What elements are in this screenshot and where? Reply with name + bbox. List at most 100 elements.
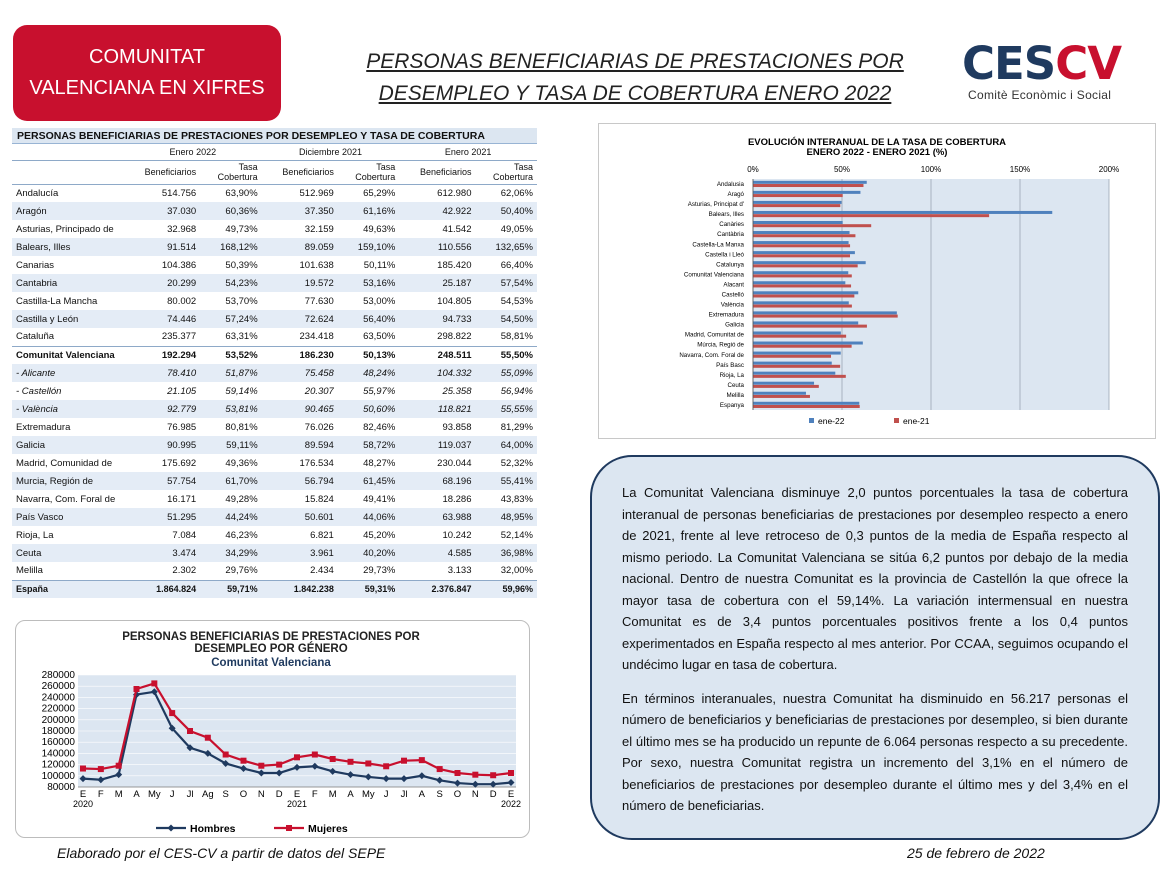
tasa-cell: 44,06%	[337, 508, 400, 526]
category-label: Asturias, Principat d'	[688, 201, 744, 208]
tasa-cell: 59,71%	[200, 579, 262, 598]
badge-line-2: VALENCIANA EN XIFRES	[29, 77, 265, 99]
bar-ene-22	[753, 381, 815, 385]
bar-ene-22	[753, 351, 841, 355]
point-Hombres	[150, 688, 158, 696]
tasa-cell: 59,31%	[337, 579, 400, 598]
tasa-cell: 50,11%	[363, 259, 396, 271]
beneficiarios-cell: 90.465	[261, 400, 338, 418]
y-tick-label: 220000	[42, 704, 76, 715]
table-row: Asturias, Principado de 32.968 49,73% 32.15…	[12, 220, 537, 238]
tasa-cell: 49,36%	[225, 457, 258, 469]
ces-cv-logo: CESCV Comitè Econòmic i Social	[962, 40, 1132, 110]
beneficiarios-cell: 234.418	[299, 331, 334, 343]
y-tick-label: 80000	[47, 782, 75, 793]
beneficiarios-cell: 186.230	[261, 345, 338, 364]
beneficiarios-cell: 25.358	[442, 385, 472, 397]
point-Mujeres	[204, 734, 211, 741]
tasa-cell: 44,24%	[200, 508, 262, 526]
point-Hombres	[436, 776, 444, 784]
point-Mujeres	[115, 762, 122, 769]
beneficiarios-cell: 192.294	[124, 345, 201, 364]
tasa-cell: 59,14%	[225, 385, 258, 397]
point-Mujeres	[490, 772, 497, 779]
point-Hombres	[489, 780, 497, 788]
region-name: España	[12, 579, 124, 598]
point-Mujeres	[187, 728, 193, 734]
region-name: Madrid, Comunidad de	[16, 457, 113, 469]
line-chart-title-2: DESEMPLEO POR GÉNERO	[194, 642, 347, 655]
tasa-cell: 168,12%	[200, 238, 262, 256]
cobertura-label: Cobertura	[217, 172, 258, 182]
region-name: Comunitat Valenciana	[12, 345, 124, 364]
tasa-cobertura-header: Tasa Cobertura	[475, 160, 537, 185]
bar-ene-22	[753, 231, 850, 235]
point-Hombres	[507, 779, 515, 787]
point-Mujeres	[418, 757, 425, 764]
coverage-bar-chart: EVOLUCIÓN INTERANUAL DE LA TASA DE COBER…	[598, 123, 1156, 439]
source-note: Elaborado por el CES-CV a partir de dato…	[57, 845, 386, 861]
bar-chart-subtitle: ENERO 2022 - ENERO 2021 (%)	[807, 147, 948, 158]
x-tick-label: My	[362, 789, 375, 800]
tasa-cell: 132,65%	[475, 238, 537, 256]
tasa-cell: 66,40%	[500, 259, 533, 271]
tasa-cell: 40,20%	[337, 544, 400, 562]
beneficiarios-cell: 298.822	[437, 331, 472, 343]
bar-ene-22	[753, 391, 806, 395]
point-Hombres	[204, 749, 212, 757]
bar-ene-21	[753, 284, 852, 288]
region-name: Murcia, Región de	[12, 472, 124, 490]
commentary-box: La Comunitat Valenciana disminuye 2,0 pu…	[590, 455, 1160, 840]
beneficiarios-cell: 1.864.824	[124, 579, 201, 598]
beneficiarios-cell: 57.754	[124, 472, 201, 490]
point-Hombres	[364, 773, 372, 781]
bar-ene-22	[753, 220, 843, 224]
bar-ene-22	[753, 301, 849, 305]
category-label: Navarra, Com. Foral de	[679, 352, 744, 359]
beneficiarios-cell: 1.842.238	[261, 579, 338, 598]
point-Hombres	[79, 775, 87, 783]
x-tick-label: A	[419, 789, 426, 800]
tasa-cell: 49,41%	[363, 493, 396, 505]
beneficiaries-table: PERSONAS BENEFICIARIAS DE PRESTACIONES P…	[12, 128, 537, 598]
category-label: Balears, Illes	[709, 211, 744, 218]
beneficiarios-cell: 4.585	[399, 544, 476, 562]
beneficiarios-cell: 75.458	[261, 364, 338, 382]
beneficiarios-cell: 118.821	[399, 400, 476, 418]
beneficiarios-cell: 2.376.847	[399, 579, 476, 598]
year-label: 2021	[287, 799, 307, 809]
point-Hombres	[222, 759, 230, 767]
beneficiarios-cell: 25.187	[399, 274, 476, 292]
period-header-2: Diciembre 2021	[261, 144, 400, 161]
beneficiarios-cell: 68.196	[399, 472, 476, 490]
bar-ene-21	[753, 304, 852, 308]
bar-chart-title: EVOLUCIÓN INTERANUAL DE LA TASA DE COBER…	[748, 136, 1006, 148]
tasa-cell: 61,45%	[337, 472, 400, 490]
tasa-cell: 49,63%	[363, 223, 396, 235]
bar-ene-22	[753, 200, 842, 204]
region-name: Canarias	[16, 259, 55, 271]
bar-ene-22	[753, 190, 861, 194]
beneficiarios-cell: 104.805	[437, 295, 472, 307]
bar-ene-21	[753, 224, 872, 228]
bar-ene-21	[753, 254, 851, 258]
region-name: Castilla y León	[12, 310, 124, 328]
beneficiarios-cell: 7.084	[172, 529, 197, 541]
table-row: Murcia, Región de 57.754 61,70% 56.794 61,45…	[12, 472, 537, 490]
point-Hombres	[418, 772, 426, 780]
category-label: Múrcia, Regió de	[697, 342, 744, 349]
y-tick-label: 120000	[42, 760, 76, 771]
table-row: Cantabria 20.299 54,23% 19.572 53,16% 25.187 5…	[12, 274, 537, 292]
tasa-cell: 48,95%	[475, 508, 537, 526]
cobertura-label: Cobertura	[355, 172, 396, 182]
tasa-cell: 50,39%	[225, 259, 258, 271]
point-Hombres	[97, 776, 105, 784]
publication-date: 25 de febrero de 2022	[907, 845, 1045, 861]
region-name: Galicia	[12, 436, 124, 454]
table-row: País Vasco 51.295 44,24% 50.601 44,06% 63.988…	[12, 508, 537, 526]
category-label: Canàries	[719, 221, 744, 228]
legend-label: ene-21	[903, 416, 930, 426]
point-Mujeres	[97, 766, 104, 773]
table-row: España 1.864.824 59,71% 1.842.238 59,31% 2.37…	[12, 579, 537, 598]
beneficiarios-cell: 10.242	[442, 529, 472, 541]
